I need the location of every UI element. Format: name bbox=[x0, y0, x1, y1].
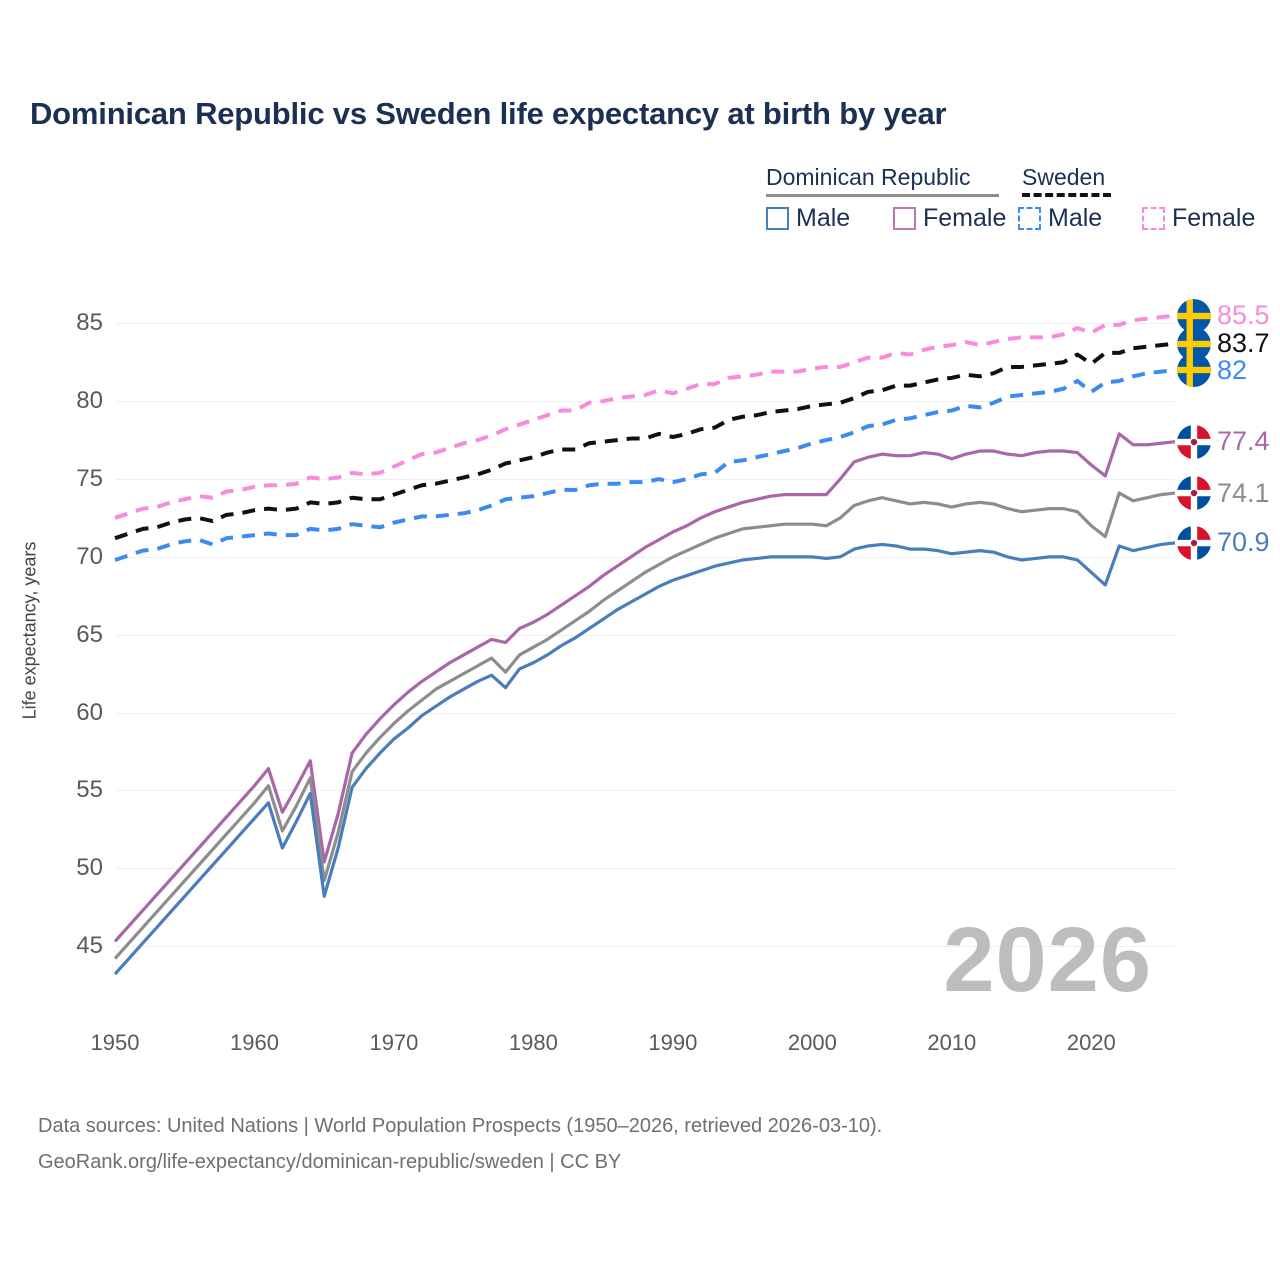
end-value: 77.4 bbox=[1217, 426, 1270, 457]
end-value: 83.7 bbox=[1217, 328, 1270, 359]
year-watermark: 2026 bbox=[943, 909, 1152, 1011]
legend-label-se-female: Female bbox=[1172, 204, 1256, 232]
end-value: 70.9 bbox=[1217, 527, 1270, 558]
gridline bbox=[115, 556, 1175, 558]
legend-item-se-female[interactable]: Female bbox=[1142, 204, 1255, 233]
legend-group-sweden: Sweden bbox=[1022, 164, 1106, 190]
y-tick-label: 80 bbox=[76, 387, 103, 415]
x-tick-label: 2000 bbox=[787, 1030, 837, 1055]
series-end-label: 70.9 bbox=[1177, 525, 1270, 560]
y-tick-label: 85 bbox=[76, 309, 103, 337]
gridline bbox=[115, 401, 1175, 403]
end-value: 82 bbox=[1217, 354, 1248, 385]
x-tick-label: 1950 bbox=[90, 1030, 140, 1055]
legend-swatch-dr-male-icon bbox=[766, 207, 789, 230]
legend-item-dr-female[interactable]: Female bbox=[893, 204, 1006, 233]
x-tick-label: 2010 bbox=[927, 1030, 977, 1055]
y-tick-label: 50 bbox=[76, 854, 103, 882]
gridline bbox=[115, 790, 1175, 792]
series-end-label: 82 bbox=[1177, 353, 1248, 388]
series-end-label: 74.1 bbox=[1177, 476, 1270, 511]
end-value: 85.5 bbox=[1217, 300, 1270, 331]
dominican-republic-flag-icon bbox=[1177, 476, 1211, 511]
series-line bbox=[114, 313, 1176, 520]
legend-swatch-dr-female-icon bbox=[893, 207, 916, 230]
y-tick-label: 55 bbox=[76, 776, 103, 804]
series-line bbox=[113, 491, 1176, 960]
sweden-flag-icon bbox=[1177, 353, 1211, 388]
gridline bbox=[115, 712, 1175, 714]
legend-label-dr-female: Female bbox=[923, 204, 1007, 232]
footer-line-2: GeoRank.org/life-expectancy/dominican-re… bbox=[38, 1151, 622, 1173]
gridline bbox=[115, 323, 1175, 325]
series-line bbox=[113, 541, 1176, 976]
series-end-label: 77.4 bbox=[1177, 424, 1270, 459]
x-tick-label: 2020 bbox=[1066, 1030, 1116, 1055]
x-tick-label: 1990 bbox=[648, 1030, 698, 1055]
gridline bbox=[115, 946, 1175, 948]
dominican-republic-flag-icon bbox=[1177, 525, 1211, 560]
gridline bbox=[115, 479, 1175, 481]
y-tick-label: 45 bbox=[76, 932, 103, 960]
legend-label-se-male: Male bbox=[1048, 204, 1103, 232]
legend-rule-solid bbox=[766, 194, 999, 197]
dominican-republic-flag-icon bbox=[1177, 424, 1211, 459]
legend-rule-dashed bbox=[1022, 193, 1111, 197]
legend-item-se-male[interactable]: Male bbox=[1018, 204, 1102, 233]
x-tick-label: 1970 bbox=[369, 1030, 419, 1055]
series-line bbox=[114, 368, 1176, 562]
legend-swatch-se-female-icon bbox=[1142, 207, 1165, 230]
gridline bbox=[115, 868, 1175, 870]
series-end-label: 83.7 bbox=[1177, 326, 1270, 361]
legend-label-dr-male: Male bbox=[796, 204, 851, 232]
sweden-flag-icon bbox=[1177, 298, 1211, 333]
page-title: Dominican Republic vs Sweden life expect… bbox=[30, 96, 947, 131]
x-tick-label: 1980 bbox=[508, 1030, 558, 1055]
chart-legend: Dominican Republic Sweden Male Female Ma… bbox=[760, 160, 1260, 240]
legend-group-dominican-republic: Dominican Republic bbox=[766, 164, 971, 190]
series-line bbox=[114, 341, 1176, 541]
footer-credits: Data sources: United Nations | World Pop… bbox=[38, 1108, 882, 1180]
sweden-flag-icon bbox=[1177, 326, 1211, 361]
legend-swatch-se-male-icon bbox=[1018, 207, 1041, 230]
series-line bbox=[113, 432, 1176, 943]
y-tick-label: 70 bbox=[76, 542, 103, 570]
legend-item-dr-male[interactable]: Male bbox=[766, 204, 850, 233]
gridline bbox=[115, 634, 1175, 636]
y-tick-label: 60 bbox=[76, 698, 103, 726]
y-tick-label: 75 bbox=[76, 465, 103, 493]
end-value: 74.1 bbox=[1217, 477, 1270, 508]
y-tick-label: 65 bbox=[76, 620, 103, 648]
footer-line-1: Data sources: United Nations | World Pop… bbox=[38, 1115, 883, 1137]
series-end-label: 85.5 bbox=[1177, 298, 1270, 333]
x-tick-label: 1960 bbox=[229, 1030, 279, 1055]
